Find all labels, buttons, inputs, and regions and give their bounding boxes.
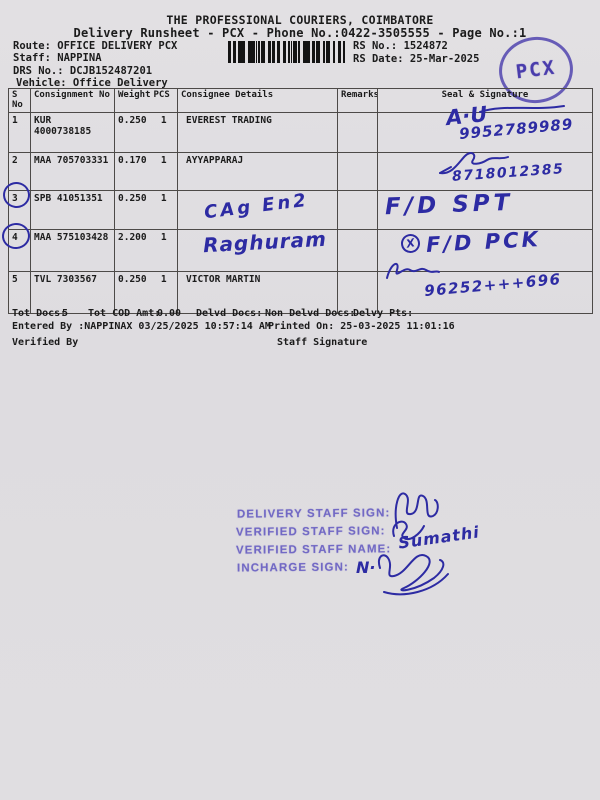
header-sno: S No — [8, 88, 31, 113]
rs-no-label: RS No.: — [353, 40, 398, 52]
cell-consignment: MAA 575103428 — [30, 229, 115, 272]
tot-docs-label: Tot Docs: — [12, 308, 67, 319]
entered-by-line: Entered By :NAPPINAX 03/25/2025 10:57:14… — [12, 321, 271, 332]
cell-remarks — [337, 112, 378, 153]
table-row: 2 MAA 705703331 0.170 1 AYYAPPARAJ — [8, 152, 593, 191]
cell-weight: 2.200 — [114, 229, 151, 272]
pcx-stamp-text: PCX — [514, 56, 558, 84]
cod-value: 0.00 — [157, 308, 182, 319]
cell-weight: 0.170 — [114, 152, 151, 191]
rs-date-line: RS Date: 25-Mar-2025 — [353, 53, 479, 65]
cell-seal — [377, 271, 593, 314]
route-line: Route: OFFICE DELIVERY PCX — [13, 40, 177, 52]
rs-date-label: RS Date: — [353, 53, 404, 65]
cod-label: Tot COD Amt: — [88, 308, 161, 319]
cell-consignee: EVEREST TRADING — [177, 112, 338, 153]
table-row: 1 KUR 4000738185 0.250 1 EVEREST TRADING — [8, 112, 593, 153]
cell-sno: 1 — [8, 112, 31, 153]
row1-signature-flourish — [479, 105, 565, 113]
verified-staff-name-stamp-label: VERIFIED STAFF NAME: — [235, 543, 392, 557]
staff-label: Staff: — [13, 52, 51, 64]
drs-line: DRS No.: DCJB152487201 — [13, 65, 152, 77]
header-remarks: Remarks — [337, 88, 378, 113]
cell-pcs: 1 — [150, 190, 178, 230]
vehicle-value: Office Delivery — [72, 77, 168, 89]
cell-consignment: KUR 4000738185 — [30, 112, 115, 153]
verified-staff-sign-stamp-label: VERIFIED STAFF SIGN: — [235, 525, 386, 539]
verified-by-label: Verified By — [12, 337, 79, 348]
header-weight: Weight — [114, 88, 151, 113]
cell-consignment: SPB 41051351 — [30, 190, 115, 230]
page-subtitle: Delivery Runsheet - PCX - Phone No.:0422… — [73, 26, 527, 40]
runsheet-table: S No Consignment No Weight PCS Consignee… — [8, 88, 593, 314]
cell-consignment: MAA 705703331 — [30, 152, 115, 191]
row2-signature-scribble — [439, 152, 509, 175]
cell-seal — [377, 229, 593, 272]
vehicle-label: Vehicle: — [16, 77, 67, 89]
delvy-pts-label: Delvy Pts: — [353, 308, 414, 319]
cell-seal — [377, 152, 593, 191]
delivery-staff-sign-stamp-label: DELIVERY STAFF SIGN: — [236, 507, 391, 521]
row5-signature-scribble — [386, 262, 440, 279]
incharge-signature-scribble — [378, 554, 449, 596]
cell-seal — [377, 190, 593, 230]
incharge-sign-stamp-label: INCHARGE SIGN: — [236, 561, 349, 575]
vehicle-line: Vehicle: Office Delivery — [16, 77, 168, 89]
staff-line: Staff: NAPPINA — [13, 52, 102, 64]
cell-weight: 0.250 — [114, 112, 151, 153]
barcode — [228, 41, 346, 63]
cell-consignee: VICTOR MARTIN — [177, 271, 338, 314]
page-title: THE PROFESSIONAL COURIERS, COIMBATORE — [166, 13, 434, 27]
cell-pcs: 1 — [150, 271, 178, 314]
delvd-docs-label: Delvd Docs: — [196, 308, 263, 319]
drs-value: DCJB152487201 — [69, 65, 153, 77]
table-row: 4 MAA 575103428 2.200 1 — [8, 229, 593, 272]
cell-pcs: 1 — [150, 229, 178, 272]
rs-no-line: RS No.: 1524872 — [353, 40, 448, 52]
delivery-staff-signature-scribble — [394, 492, 439, 529]
cell-pcs: 1 — [150, 152, 178, 191]
table-row: 5 TVL 7303567 0.250 1 VICTOR MARTIN — [8, 271, 593, 314]
verified-staff-signature-scribble — [392, 520, 425, 540]
cell-remarks — [337, 229, 378, 272]
cell-remarks — [337, 152, 378, 191]
row3-sign-handwriting: F/D SPT — [384, 189, 514, 221]
printed-on-line: Printed On: 25-03-2025 11:01:16 — [268, 321, 455, 332]
staff-value: NAPPINA — [57, 52, 102, 64]
staff-signature-label: Staff Signature — [277, 337, 368, 348]
drs-label: DRS No.: — [13, 65, 64, 77]
cell-weight: 0.250 — [114, 271, 151, 314]
incharge-signature-initial: N· — [356, 558, 376, 577]
header-consignment: Consignment No — [30, 88, 115, 113]
header-consignee: Consignee Details — [177, 88, 338, 113]
non-delvd-docs-label: Non Delvd Docs: — [265, 308, 356, 319]
cell-remarks — [337, 190, 378, 230]
rs-no-value: 1524872 — [403, 40, 448, 52]
route-value: OFFICE DELIVERY PCX — [57, 40, 178, 52]
tot-docs-value: 5 — [62, 308, 69, 319]
route-label: Route: — [13, 40, 51, 52]
header-pcs: PCS — [150, 88, 178, 113]
cell-consignee: AYYAPPARAJ — [177, 152, 338, 191]
cell-weight: 0.250 — [114, 190, 151, 230]
cell-consignment: TVL 7303567 — [30, 271, 115, 314]
rs-date-value: 25-Mar-2025 — [409, 53, 480, 65]
cell-remarks — [337, 271, 378, 314]
cell-pcs: 1 — [150, 112, 178, 153]
